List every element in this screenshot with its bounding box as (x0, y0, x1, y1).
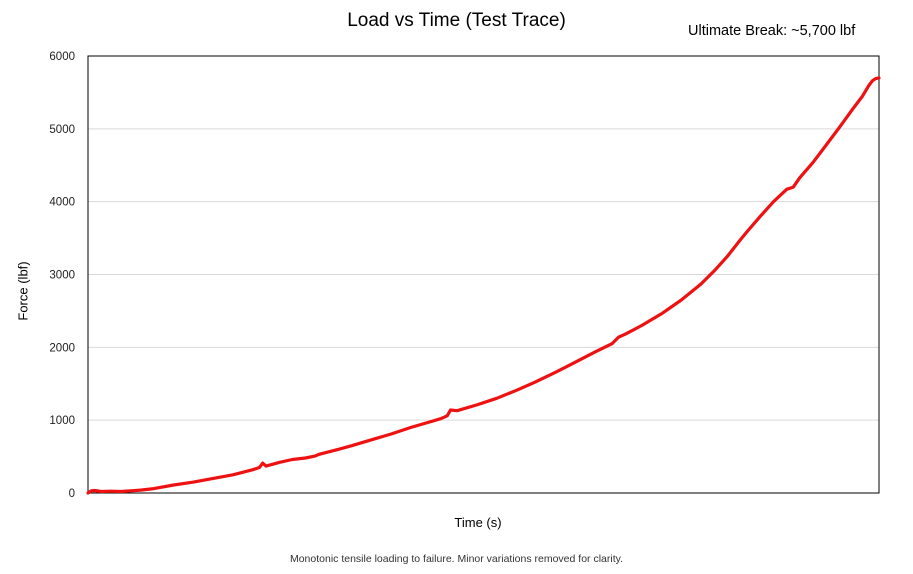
y-tick-label: 3000 (49, 270, 75, 282)
y-tick-label: 1000 (49, 415, 75, 427)
gridlines (88, 128, 879, 421)
y-tick-label: 4000 (49, 197, 75, 209)
y-tick-label: 5000 (49, 124, 75, 136)
y-tick-label: 6000 (49, 51, 75, 63)
ultimate-break-annotation: Ultimate Break: ~5,700 lbf (688, 23, 856, 39)
x-axis-label: Time (s) (454, 515, 502, 530)
series-layer (86, 76, 881, 495)
y-tick-labels: 0 1000 2000 3000 4000 5000 6000 (49, 51, 75, 500)
chart-caption: Monotonic tensile loading to failure. Mi… (289, 553, 624, 565)
chart-title: Load vs Time (Test Trace) (347, 10, 566, 31)
y-tick-label: 0 (69, 488, 75, 500)
y-tick-label: 2000 (49, 342, 75, 354)
plot-area-frame (87, 55, 880, 494)
series-line-force (86, 76, 881, 495)
